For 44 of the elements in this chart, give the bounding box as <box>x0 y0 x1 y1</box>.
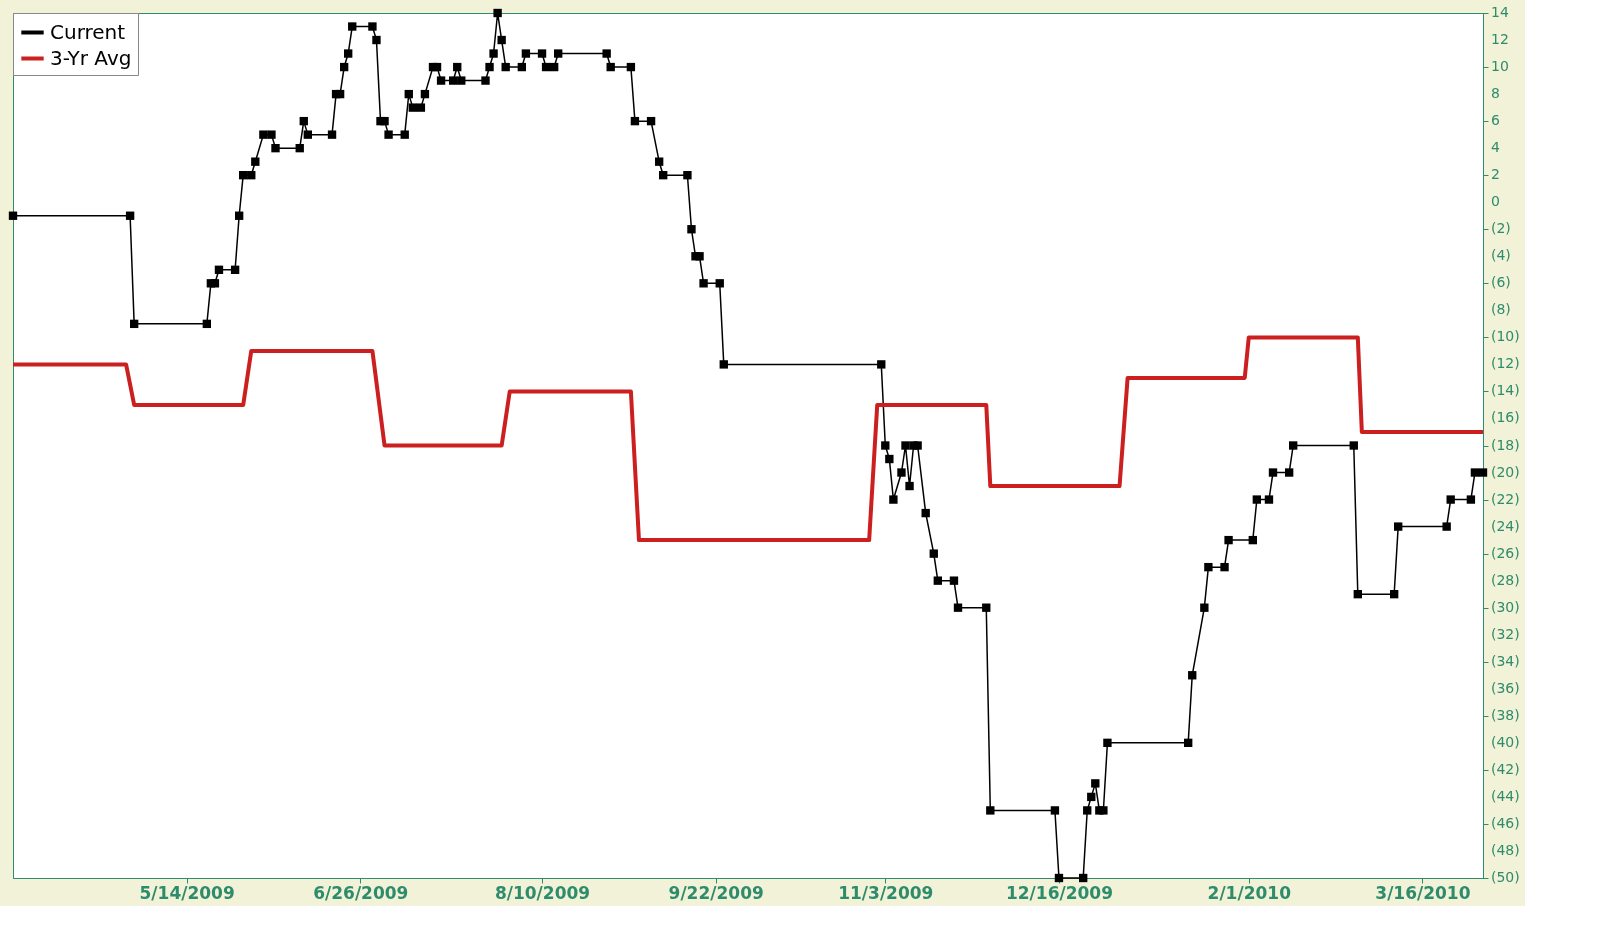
x-tick-label: 8/10/2009 <box>494 882 591 903</box>
y-tick-label: 6 <box>1491 112 1500 129</box>
y-tick-label: (32) <box>1491 625 1520 642</box>
y-tick-label: (50) <box>1491 869 1520 885</box>
y-tick-label: (44) <box>1491 787 1520 804</box>
y-tick-label: 0 <box>1491 193 1500 210</box>
y-tick-label: (42) <box>1491 760 1520 777</box>
y-tick-label: (26) <box>1491 544 1520 561</box>
x-tick-label: 3/16/2010 <box>1375 882 1471 903</box>
x-tick-label: 6/26/2009 <box>313 882 409 903</box>
x-tick-label: 5/14/2009 <box>139 882 235 903</box>
y-tick-label: (38) <box>1491 706 1520 723</box>
y-tick-label: (18) <box>1491 436 1520 453</box>
y-tick-label: (34) <box>1491 652 1520 669</box>
legend-label: 3-Yr Avg <box>50 45 132 70</box>
x-tick-label: 11/3/2009 <box>838 882 934 903</box>
y-tick-label: (16) <box>1491 409 1520 426</box>
y-tick-label: (40) <box>1491 733 1520 750</box>
x-tick-label: 9/22/2009 <box>668 882 764 903</box>
y-tick-label: (48) <box>1491 841 1520 858</box>
y-tick-label: (28) <box>1491 571 1520 588</box>
y-tick-label: (2) <box>1491 220 1511 237</box>
y-tick-label: (36) <box>1491 679 1520 696</box>
y-tick-label: 10 <box>1491 58 1509 75</box>
y-tick-label: (46) <box>1491 814 1520 831</box>
x-tick-label: 12/16/2009 <box>1005 882 1113 903</box>
y-tick-label: 14 <box>1491 4 1509 20</box>
y-tick-label: (6) <box>1491 274 1511 291</box>
y-tick-label: 4 <box>1491 139 1500 156</box>
y-tick-label: 2 <box>1491 166 1500 183</box>
x-tick-label: 2/1/2010 <box>1207 882 1292 903</box>
legend-label: Current <box>50 19 126 44</box>
y-tick-label: 12 <box>1491 31 1509 48</box>
y-tick-label: (30) <box>1491 598 1520 615</box>
y-tick-label: (10) <box>1491 328 1520 345</box>
line-series <box>11 335 1485 543</box>
y-tick-label: (14) <box>1491 382 1520 399</box>
y-tick-label: (22) <box>1491 490 1520 507</box>
y-tick-label: (8) <box>1491 301 1511 318</box>
y-tick-label: 8 <box>1491 85 1500 102</box>
y-tick-label: (24) <box>1491 517 1520 534</box>
y-tick-label: (12) <box>1491 355 1520 372</box>
y-tick-label: (20) <box>1491 463 1520 480</box>
y-tick-label: (4) <box>1491 247 1511 264</box>
